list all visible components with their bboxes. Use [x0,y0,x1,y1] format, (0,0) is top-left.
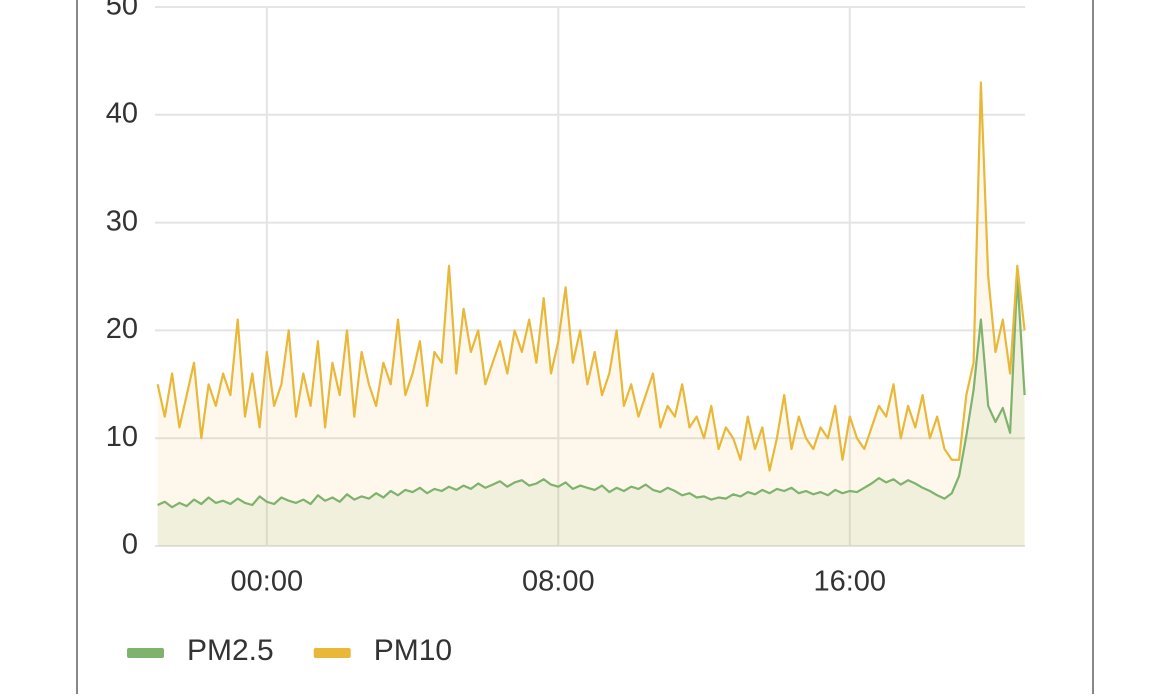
line [157,275,1026,509]
x-tick-label: 08:00 [522,566,595,598]
area [157,276,1025,546]
area [157,82,1025,546]
y-tick-label: 50 [106,0,138,22]
y-tick-label: 0 [122,529,138,561]
legend-label: PM2.5 [187,634,274,667]
line [156,81,1026,472]
y-tick-label: 10 [106,421,138,453]
legend-swatch [127,648,164,658]
y-tick-label: 20 [106,313,138,345]
legend-swatch [313,648,351,658]
x-tick-label: 00:00 [231,566,304,598]
legend-label: PM10 [374,634,452,667]
y-tick-label: 40 [106,97,138,129]
x-tick-label: 16:00 [813,566,886,598]
y-tick-label: 30 [106,205,138,237]
